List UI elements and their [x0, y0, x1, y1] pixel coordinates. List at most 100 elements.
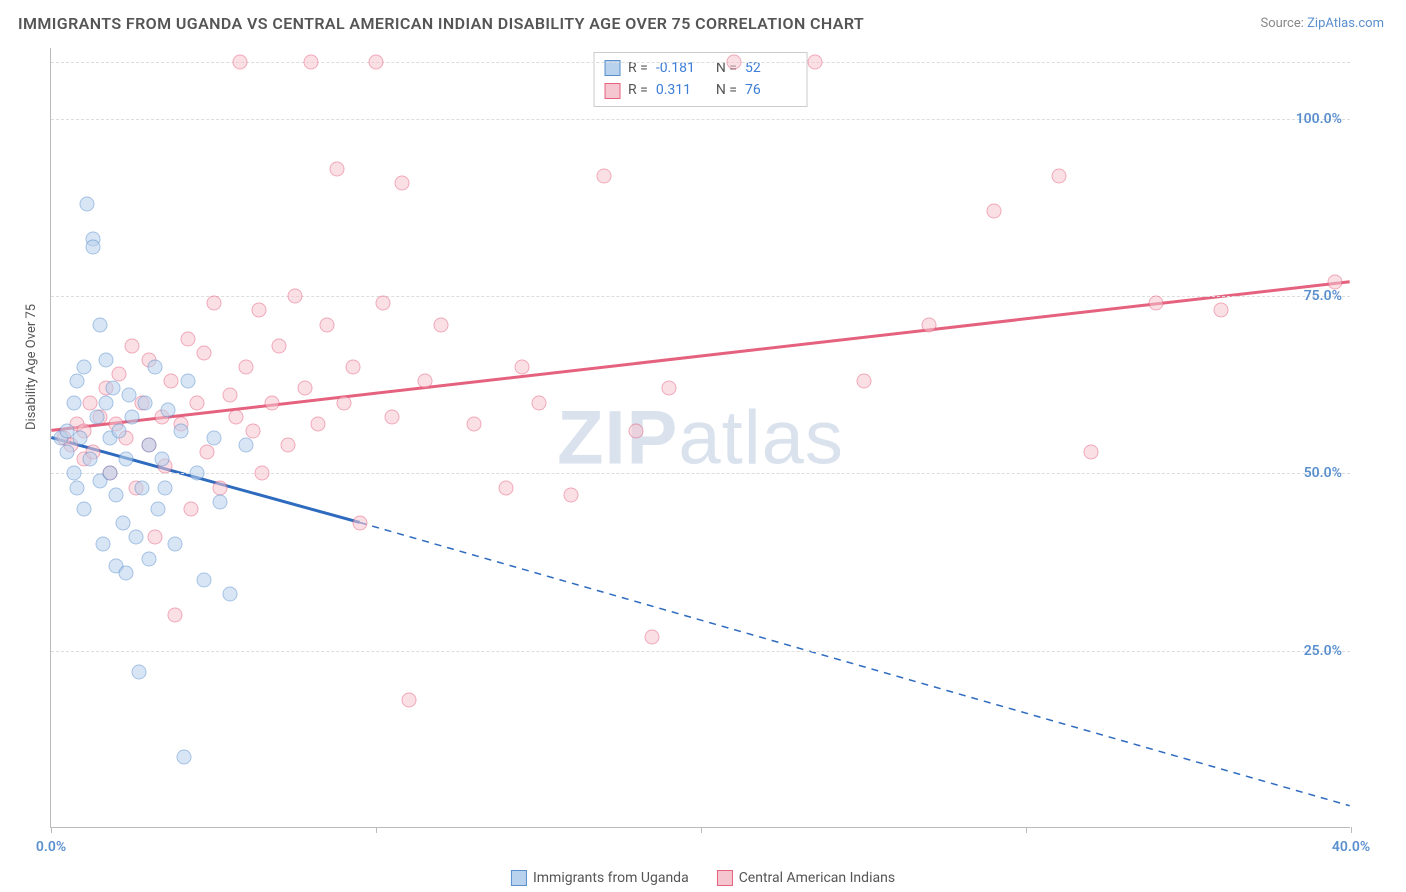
legend-label: Immigrants from Uganda	[533, 870, 689, 886]
scatter-point-cai	[352, 516, 367, 531]
legend-n-value: 76	[745, 79, 797, 101]
scatter-point-cai	[986, 204, 1001, 219]
scatter-point-cai	[417, 374, 432, 389]
scatter-point-cai	[265, 395, 280, 410]
legend-series: Immigrants from Uganda Central American I…	[511, 870, 895, 886]
scatter-point-uganda	[66, 395, 81, 410]
scatter-point-cai	[856, 374, 871, 389]
scatter-point-cai	[807, 55, 822, 70]
scatter-point-uganda	[122, 388, 137, 403]
scatter-point-cai	[369, 55, 384, 70]
scatter-point-cai	[229, 409, 244, 424]
scatter-point-cai	[434, 317, 449, 332]
scatter-point-cai	[304, 55, 319, 70]
scatter-point-cai	[239, 360, 254, 375]
scatter-point-uganda	[213, 494, 228, 509]
legend-n-value: 52	[745, 57, 797, 79]
scatter-point-cai	[180, 331, 195, 346]
scatter-point-cai	[499, 480, 514, 495]
scatter-point-uganda	[141, 438, 156, 453]
scatter-point-cai	[200, 445, 215, 460]
scatter-point-uganda	[239, 438, 254, 453]
scatter-point-uganda	[102, 466, 117, 481]
scatter-point-uganda	[109, 487, 124, 502]
watermark-bold: ZIP	[557, 395, 678, 480]
scatter-point-uganda	[70, 480, 85, 495]
gridline-horizontal	[51, 651, 1350, 652]
watermark-light: atlas	[678, 395, 844, 480]
scatter-point-cai	[213, 480, 228, 495]
scatter-point-uganda	[73, 431, 88, 446]
scatter-point-cai	[346, 360, 361, 375]
scatter-point-uganda	[157, 480, 172, 495]
y-tick-label: 100.0%	[1296, 111, 1342, 127]
scatter-point-cai	[232, 55, 247, 70]
source-prefix: Source:	[1260, 16, 1307, 31]
scatter-point-uganda	[96, 537, 111, 552]
scatter-point-uganda	[141, 551, 156, 566]
scatter-point-uganda	[167, 537, 182, 552]
legend-swatch	[511, 870, 527, 886]
scatter-point-cai	[596, 168, 611, 183]
scatter-point-cai	[1214, 303, 1229, 318]
scatter-point-cai	[921, 317, 936, 332]
scatter-point-cai	[726, 55, 741, 70]
x-tick	[1026, 827, 1027, 833]
scatter-point-uganda	[79, 197, 94, 212]
scatter-point-uganda	[128, 530, 143, 545]
y-tick-label: 75.0%	[1304, 288, 1342, 304]
scatter-point-cai	[385, 409, 400, 424]
gridline-horizontal	[51, 473, 1350, 474]
scatter-point-cai	[83, 395, 98, 410]
scatter-point-cai	[148, 530, 163, 545]
scatter-point-uganda	[206, 431, 221, 446]
y-tick-label: 50.0%	[1304, 465, 1342, 481]
scatter-point-uganda	[83, 452, 98, 467]
scatter-point-uganda	[112, 423, 127, 438]
x-tick	[701, 827, 702, 833]
scatter-point-cai	[281, 438, 296, 453]
scatter-point-uganda	[222, 587, 237, 602]
scatter-point-cai	[515, 360, 530, 375]
scatter-point-cai	[320, 317, 335, 332]
scatter-point-uganda	[66, 466, 81, 481]
source-attribution: Source: ZipAtlas.com	[1260, 16, 1384, 31]
legend-item-uganda: Immigrants from Uganda	[511, 870, 689, 886]
plot-area: ZIPatlas R =-0.181N =52R =0.311N =76 25.…	[50, 48, 1350, 828]
chart-title: IMMIGRANTS FROM UGANDA VS CENTRAL AMERIC…	[18, 14, 864, 33]
scatter-point-uganda	[118, 452, 133, 467]
scatter-point-cai	[1327, 275, 1342, 290]
legend-item-cai: Central American Indians	[717, 870, 895, 886]
scatter-point-uganda	[70, 374, 85, 389]
scatter-point-cai	[206, 296, 221, 311]
scatter-point-uganda	[161, 402, 176, 417]
legend-r-value: -0.181	[656, 57, 708, 79]
scatter-point-uganda	[115, 516, 130, 531]
scatter-point-uganda	[154, 452, 169, 467]
scatter-point-uganda	[190, 466, 205, 481]
scatter-point-cai	[330, 161, 345, 176]
legend-swatch	[604, 83, 620, 99]
x-tick	[51, 827, 52, 833]
scatter-point-uganda	[76, 501, 91, 516]
scatter-point-uganda	[99, 395, 114, 410]
source-name: ZipAtlas.com	[1307, 16, 1384, 31]
legend-row-uganda: R =-0.181N =52	[604, 57, 797, 79]
scatter-point-cai	[375, 296, 390, 311]
scatter-point-cai	[1051, 168, 1066, 183]
scatter-point-uganda	[92, 317, 107, 332]
scatter-point-uganda	[196, 572, 211, 587]
legend-swatch	[717, 870, 733, 886]
scatter-point-uganda	[174, 423, 189, 438]
scatter-point-cai	[222, 388, 237, 403]
y-axis-title: Disability Age Over 75	[24, 304, 39, 430]
legend-row-cai: R =0.311N =76	[604, 79, 797, 101]
scatter-point-uganda	[89, 409, 104, 424]
scatter-point-uganda	[138, 395, 153, 410]
scatter-point-cai	[125, 338, 140, 353]
scatter-point-uganda	[180, 374, 195, 389]
scatter-point-cai	[466, 416, 481, 431]
scatter-point-cai	[1149, 296, 1164, 311]
scatter-point-uganda	[99, 353, 114, 368]
scatter-point-cai	[245, 423, 260, 438]
